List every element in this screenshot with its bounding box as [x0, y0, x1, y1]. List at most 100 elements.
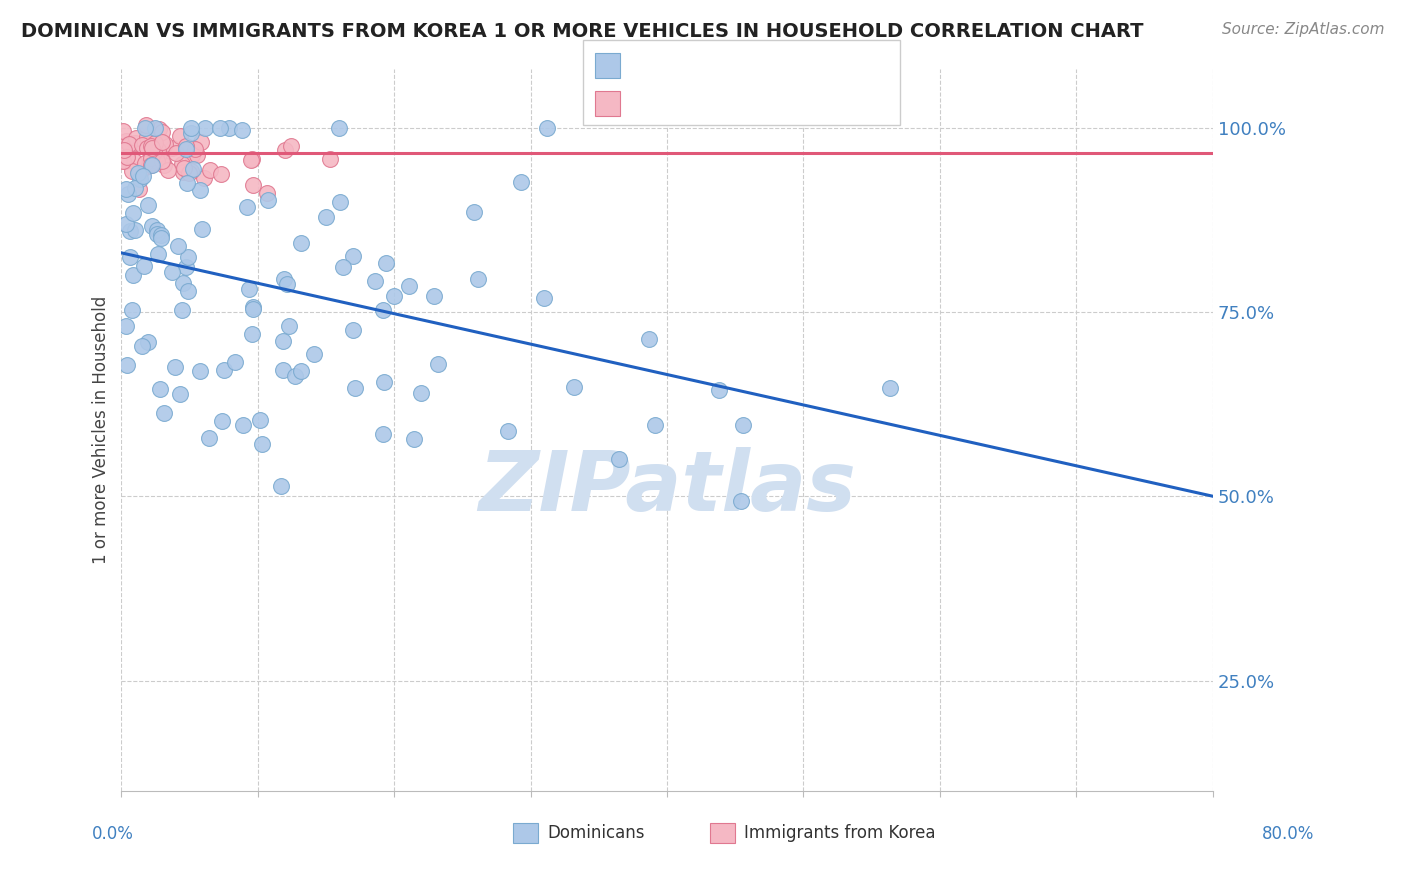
Point [146, 247, 169, 261]
Point [242, 300, 264, 314]
Point [114, 135, 136, 149]
Point [111, 154, 134, 169]
Point [156, 162, 179, 177]
Point [364, 274, 387, 288]
Point [141, 219, 163, 233]
Point [302, 347, 325, 361]
Point [149, 228, 172, 243]
Point [129, 166, 152, 180]
Point [146, 227, 169, 241]
Point [271, 363, 294, 377]
Point [239, 153, 262, 168]
Point [150, 153, 173, 168]
Point [150, 125, 173, 139]
Point [270, 479, 292, 493]
Point [115, 358, 138, 372]
Point [284, 369, 307, 384]
Point [180, 120, 202, 135]
Point [180, 127, 202, 141]
Point [562, 380, 585, 394]
Point [214, 362, 236, 376]
Point [163, 359, 186, 374]
Point [128, 163, 150, 178]
Point [149, 382, 172, 396]
Point [371, 427, 394, 442]
Point [193, 170, 215, 185]
Point [607, 451, 630, 466]
Point [211, 414, 233, 428]
Point [148, 147, 170, 161]
Point [176, 251, 198, 265]
Point [136, 334, 159, 349]
Point [236, 200, 259, 214]
Point [127, 165, 149, 179]
Text: 80.0%: 80.0% [1263, 825, 1315, 843]
Point [141, 158, 163, 172]
Point [125, 131, 148, 145]
Point [707, 383, 730, 397]
Text: 0.001: 0.001 [666, 92, 727, 111]
Point [533, 291, 555, 305]
Point [112, 143, 135, 157]
Point [273, 334, 295, 348]
Point [278, 318, 301, 333]
Point [467, 272, 489, 286]
Point [138, 198, 160, 212]
Point [132, 169, 155, 184]
Text: 63: 63 [772, 92, 799, 111]
Point [121, 164, 143, 178]
Point [188, 364, 211, 378]
Point [146, 223, 169, 237]
Point [111, 124, 134, 138]
Point [498, 424, 520, 438]
Point [256, 186, 278, 200]
Point [114, 217, 136, 231]
Point [184, 142, 207, 156]
Point [128, 181, 150, 195]
Point [131, 339, 153, 353]
Text: 106: 106 [772, 56, 813, 75]
Point [176, 139, 198, 153]
Point [342, 323, 364, 337]
Point [124, 181, 146, 195]
Point [398, 279, 420, 293]
Point [249, 413, 271, 427]
Point [131, 138, 153, 153]
Point [879, 382, 901, 396]
Point [637, 332, 659, 346]
Point [176, 176, 198, 190]
Point [172, 302, 194, 317]
Point [411, 386, 433, 401]
Text: Immigrants from Korea: Immigrants from Korea [744, 824, 935, 842]
Point [118, 136, 141, 151]
Text: R =: R = [631, 56, 673, 75]
Point [174, 142, 197, 156]
Point [332, 260, 354, 274]
Point [240, 152, 263, 166]
Point [240, 326, 263, 341]
Point [143, 137, 166, 152]
Point [152, 406, 174, 420]
Point [644, 418, 666, 433]
Text: Dominicans: Dominicans [547, 824, 644, 842]
Point [114, 153, 136, 168]
Point [114, 150, 136, 164]
Point [117, 186, 139, 201]
Point [139, 152, 162, 166]
Text: Source: ZipAtlas.com: Source: ZipAtlas.com [1222, 22, 1385, 37]
Text: N =: N = [733, 92, 782, 111]
Point [153, 137, 176, 152]
Point [209, 120, 232, 135]
Point [404, 432, 426, 446]
Point [122, 206, 145, 220]
Point [141, 139, 163, 153]
Point [318, 152, 340, 166]
Point [124, 223, 146, 237]
Point [135, 141, 157, 155]
Point [114, 319, 136, 334]
Point [124, 136, 146, 151]
Point [375, 256, 398, 270]
Point [162, 265, 184, 279]
Point [536, 120, 558, 135]
Point [280, 139, 302, 153]
